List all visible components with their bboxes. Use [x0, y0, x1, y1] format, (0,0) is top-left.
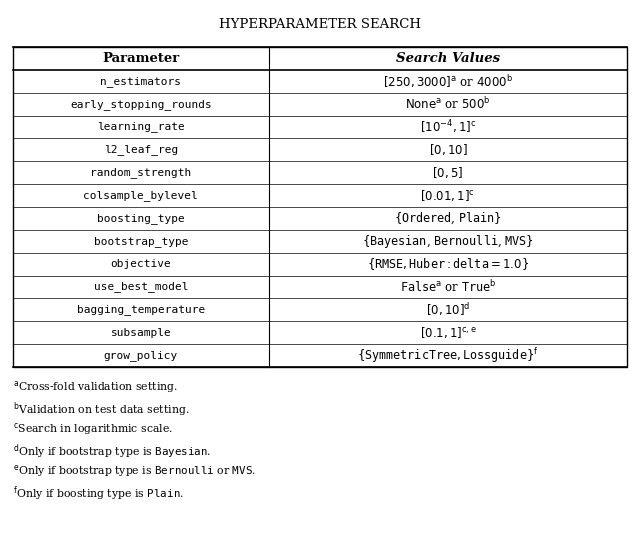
Text: HYPERPARAMETER SEARCH: HYPERPARAMETER SEARCH [219, 18, 421, 31]
Text: $[0, 10]$: $[0, 10]$ [429, 142, 467, 157]
Text: $[0.01, 1]^{\mathrm{c}}$: $[0.01, 1]^{\mathrm{c}}$ [420, 188, 476, 203]
Text: learning_rate: learning_rate [97, 121, 185, 132]
Text: Parameter: Parameter [102, 52, 179, 65]
Text: bagging_temperature: bagging_temperature [77, 305, 205, 315]
Text: n_estimators: n_estimators [100, 76, 181, 87]
Text: Search Values: Search Values [396, 52, 500, 65]
Text: random_strength: random_strength [90, 167, 191, 178]
Text: $^{\mathrm{f}}$Only if boosting type is $\mathtt{Plain}$.: $^{\mathrm{f}}$Only if boosting type is … [13, 484, 184, 503]
Text: bootstrap_type: bootstrap_type [93, 236, 188, 247]
Text: $^{\mathrm{a}}$Cross-fold validation setting.: $^{\mathrm{a}}$Cross-fold validation set… [13, 379, 178, 395]
Text: $^{\mathrm{d}}$Only if bootstrap type is $\mathtt{Bayesian}$.: $^{\mathrm{d}}$Only if bootstrap type is… [13, 442, 211, 461]
Text: $^{\mathrm{e}}$Only if bootstrap type is $\mathtt{Bernoulli}$ or $\mathtt{MVS}$.: $^{\mathrm{e}}$Only if bootstrap type is… [13, 463, 256, 479]
Text: boosting_type: boosting_type [97, 213, 185, 224]
Text: grow_policy: grow_policy [104, 350, 178, 361]
Text: $\mathtt{False}^{\mathrm{a}}$ or $\mathtt{True}^{\mathrm{b}}$: $\mathtt{False}^{\mathrm{a}}$ or $\matht… [400, 279, 496, 295]
Text: $[0.1, 1]^{\mathrm{c,e}}$: $[0.1, 1]^{\mathrm{c,e}}$ [420, 325, 476, 340]
Text: $\{$$\mathtt{Bayesian}$, $\mathtt{Bernoulli}$, $\mathtt{MVS}$$\}$: $\{$$\mathtt{Bayesian}$, $\mathtt{Bernou… [362, 233, 534, 250]
Text: $[250, 3000]^{\mathrm{a}}$ or $4000^{\mathrm{b}}$: $[250, 3000]^{\mathrm{a}}$ or $4000^{\ma… [383, 73, 513, 89]
Text: $\{$$\mathtt{Ordered}$, $\mathtt{Plain}$$\}$: $\{$$\mathtt{Ordered}$, $\mathtt{Plain}$… [394, 211, 502, 226]
Text: $\{\mathtt{SymmetricTree}, \mathtt{Lossguide}\}^{\mathrm{f}}$: $\{\mathtt{SymmetricTree}, \mathtt{Lossg… [357, 346, 539, 365]
Text: use_best_model: use_best_model [93, 282, 188, 293]
Text: early_stopping_rounds: early_stopping_rounds [70, 99, 212, 109]
Text: $[0, 5]$: $[0, 5]$ [433, 165, 463, 180]
Text: $\mathrm{None}^{\mathrm{a}}$ or $500^{\mathrm{b}}$: $\mathrm{None}^{\mathrm{a}}$ or $500^{\m… [405, 96, 491, 112]
Text: $^{\mathrm{b}}$Validation on test data setting.: $^{\mathrm{b}}$Validation on test data s… [13, 400, 189, 419]
Text: $\{\mathtt{RMSE}, \mathtt{Huber} : \mathtt{delta} = 1.0\}$: $\{\mathtt{RMSE}, \mathtt{Huber} : \math… [367, 256, 529, 272]
Text: l2_leaf_reg: l2_leaf_reg [104, 145, 178, 155]
Text: $[0, 10]^{\mathrm{d}}$: $[0, 10]^{\mathrm{d}}$ [426, 301, 470, 319]
Text: objective: objective [111, 259, 171, 269]
Text: colsample_bylevel: colsample_bylevel [83, 190, 198, 201]
Text: subsample: subsample [111, 328, 171, 338]
Text: $[10^{-4}, 1]^{\mathrm{c}}$: $[10^{-4}, 1]^{\mathrm{c}}$ [420, 118, 476, 136]
Text: $^{\mathrm{c}}$Search in logarithmic scale.: $^{\mathrm{c}}$Search in logarithmic sca… [13, 421, 173, 437]
